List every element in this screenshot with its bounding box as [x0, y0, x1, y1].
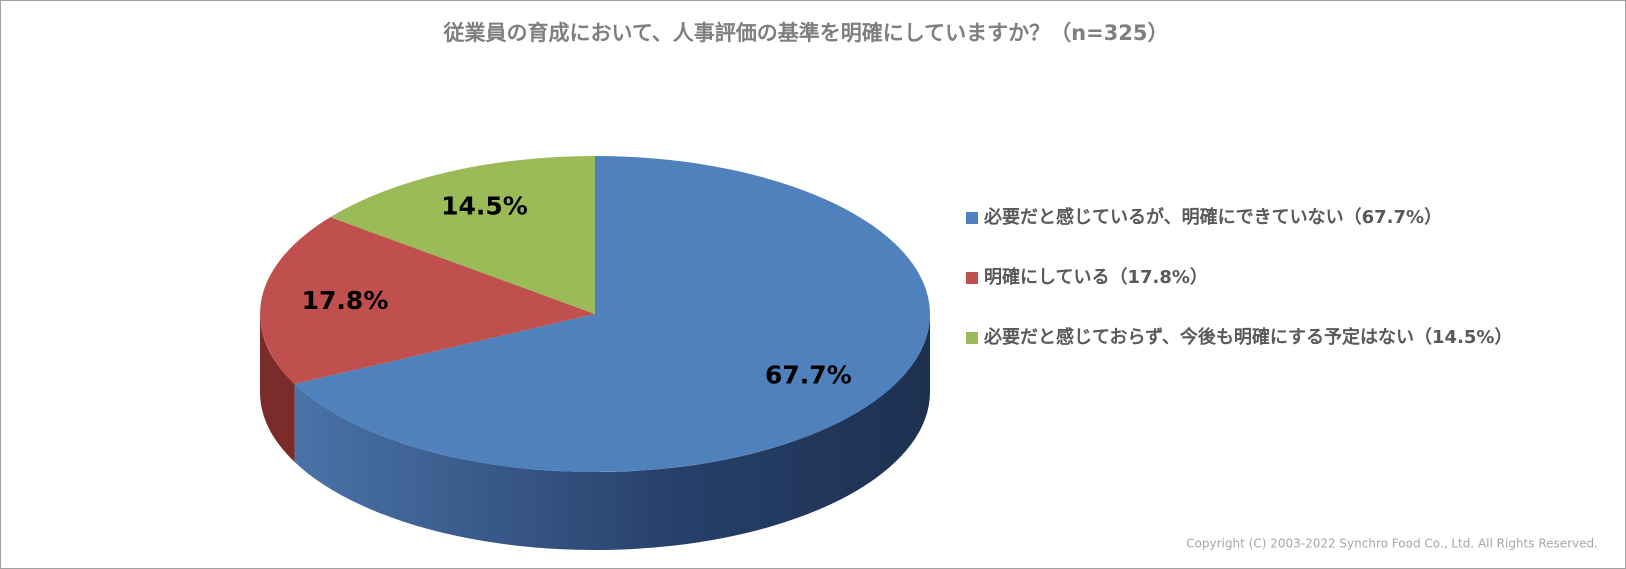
data-label: 67.7% [765, 361, 852, 390]
chart-title: 従業員の育成において、人事評価の基準を明確にしていますか？（n=325） [442, 21, 1168, 45]
pie-slice [260, 217, 595, 384]
pie-slice [294, 156, 930, 472]
data-label: 17.8% [302, 286, 389, 315]
footnote: Copyright (C) 2003-2022 Synchro Food Co.… [1186, 537, 1598, 551]
legend-swatch [966, 272, 978, 284]
legend-swatch [966, 332, 978, 344]
legend-label: 明確にしている（17.8%） [984, 266, 1208, 288]
legend-label: 必要だと感じておらず、今後も明確にする予定はない（14.5%） [983, 326, 1512, 348]
pie-side [294, 314, 931, 551]
data-label: 14.5% [441, 192, 528, 221]
legend-label: 必要だと感じているが、明確にできていない（67.7%） [983, 206, 1442, 228]
pie-side [260, 314, 295, 462]
pie-slice [330, 156, 595, 314]
legend-swatch [966, 212, 978, 224]
